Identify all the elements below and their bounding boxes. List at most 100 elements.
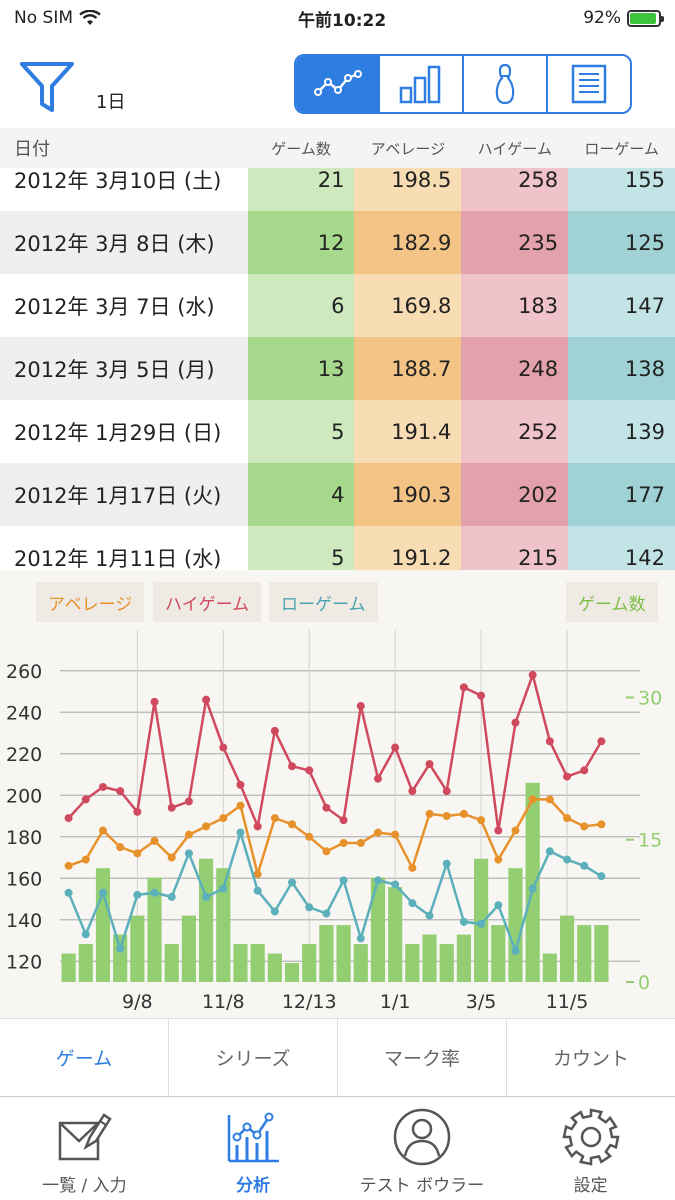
- bar-games: [405, 944, 420, 982]
- bar-games: [508, 868, 523, 982]
- bar-games: [336, 925, 351, 982]
- cell-games: 12: [247, 211, 355, 274]
- table-row[interactable]: 2012年 1月17日 (火) 4 190.3 202 177: [0, 463, 675, 526]
- bar-games: [577, 925, 592, 982]
- clock: 午前10:22: [298, 10, 387, 31]
- bar-games: [353, 944, 368, 982]
- point-average: [425, 809, 434, 818]
- column-low[interactable]: ローゲーム: [584, 139, 659, 158]
- column-games[interactable]: ゲーム数: [271, 139, 331, 158]
- y2-tick-label: 30: [638, 687, 662, 709]
- table-row[interactable]: 2012年 3月 8日 (木) 12 182.9 235 125: [0, 211, 675, 274]
- point-high: [373, 774, 382, 783]
- bar-games: [113, 934, 128, 982]
- x-tick-label: 1/1: [380, 991, 411, 1010]
- point-average: [236, 801, 245, 810]
- point-high: [253, 822, 262, 831]
- point-average: [356, 838, 365, 847]
- battery-icon: [626, 9, 664, 27]
- cell-date: 2012年 3月 8日 (木): [0, 211, 248, 274]
- y-tick-label: 140: [6, 910, 42, 932]
- point-average: [391, 830, 400, 839]
- point-average: [305, 832, 314, 841]
- cell-low: 155: [568, 168, 675, 211]
- point-low: [442, 859, 451, 868]
- tab-label: 分析: [236, 1176, 271, 1196]
- point-high: [288, 762, 297, 771]
- table-row[interactable]: 2012年 1月11日 (水) 5 191.2 215 142: [0, 526, 675, 570]
- tab-analysis[interactable]: 分析: [169, 1097, 338, 1200]
- bar-games: [61, 953, 76, 982]
- cell-average: 198.5: [354, 168, 462, 211]
- cell-high: 258: [461, 168, 569, 211]
- point-average: [528, 795, 537, 804]
- analysis-header: 1日: [0, 36, 675, 128]
- point-low: [81, 930, 90, 939]
- point-high: [339, 816, 348, 825]
- point-high: [477, 691, 486, 700]
- subtab-mark-rate[interactable]: マーク率: [337, 1019, 506, 1096]
- table-row[interactable]: 2012年 3月 5日 (月) 13 188.7 248 138: [0, 337, 675, 400]
- results-table[interactable]: 2012年 3月10日 (土) 21 198.5 258 155 2012年 3月 8日 …: [0, 168, 675, 570]
- point-average: [133, 849, 142, 858]
- table-row[interactable]: 2012年 1月29日 (日) 5 191.4 252 139: [0, 400, 675, 463]
- list-icon: [571, 64, 607, 104]
- legend-games[interactable]: ゲーム数: [566, 582, 658, 622]
- x-tick-label: 11/8: [202, 991, 245, 1010]
- point-low: [339, 876, 348, 885]
- segment-line-chart[interactable]: [296, 56, 378, 112]
- legend-high[interactable]: ハイゲーム: [153, 582, 262, 622]
- subtab-game[interactable]: ゲーム: [55, 1048, 113, 1070]
- tab-bowler[interactable]: テスト ボウラー: [338, 1097, 507, 1200]
- point-low: [133, 890, 142, 899]
- segment-bar-chart[interactable]: [378, 56, 462, 112]
- x-tick-label: 12/13: [282, 991, 337, 1010]
- cell-high: 235: [461, 211, 569, 274]
- legend-low[interactable]: ローゲーム: [269, 582, 378, 622]
- subtab-count[interactable]: カウント: [506, 1019, 675, 1096]
- cell-games: 6: [247, 274, 355, 337]
- edit-list-icon: [59, 1113, 113, 1161]
- cell-average: 191.2: [354, 526, 462, 570]
- cell-low: 125: [568, 211, 675, 274]
- point-high: [408, 787, 417, 796]
- bar-games: [250, 944, 265, 982]
- point-high: [133, 807, 142, 816]
- point-low: [373, 876, 382, 885]
- point-average: [167, 853, 176, 862]
- cell-games: 5: [247, 526, 355, 570]
- bar-games: [491, 925, 506, 982]
- y-tick-label: 160: [6, 868, 42, 890]
- tab-settings[interactable]: 設定: [506, 1097, 675, 1200]
- filter-icon[interactable]: [18, 58, 76, 116]
- bar-games: [422, 934, 437, 982]
- cell-average: 182.9: [354, 211, 462, 274]
- score-chart[interactable]: 120 140 160 180 200 220 240 260 9/8 11/8 12/13 1/1 3…: [0, 630, 675, 1010]
- point-low: [322, 909, 331, 918]
- segment-pin[interactable]: [462, 56, 546, 112]
- point-high: [270, 726, 279, 735]
- bar-games: [370, 877, 386, 982]
- point-high: [184, 797, 193, 806]
- bar-games: [147, 877, 162, 982]
- legend-average[interactable]: アベレージ: [36, 582, 145, 622]
- chart-type-tabs: ゲーム シリーズ マーク率 カウント: [0, 1018, 675, 1096]
- cell-average: 188.7: [354, 337, 462, 400]
- point-low: [202, 892, 211, 901]
- point-low: [356, 934, 365, 943]
- point-high: [167, 803, 176, 812]
- tab-list-input[interactable]: 一覧 / 入力: [0, 1097, 169, 1200]
- cell-average: 191.4: [354, 400, 462, 463]
- column-high[interactable]: ハイゲーム: [477, 139, 552, 158]
- column-date[interactable]: 日付: [14, 139, 50, 160]
- point-high: [150, 697, 159, 706]
- table-row[interactable]: 2012年 3月 7日 (水) 6 169.8 183 147: [0, 274, 675, 337]
- point-average: [339, 838, 348, 847]
- point-average: [322, 847, 331, 856]
- table-row[interactable]: 2012年 3月10日 (土) 21 198.5 258 155: [0, 168, 675, 211]
- point-low: [167, 892, 176, 901]
- segment-list[interactable]: [546, 56, 630, 112]
- subtab-series[interactable]: シリーズ: [168, 1019, 337, 1096]
- cell-high: 252: [461, 400, 569, 463]
- column-average[interactable]: アベレージ: [370, 139, 446, 158]
